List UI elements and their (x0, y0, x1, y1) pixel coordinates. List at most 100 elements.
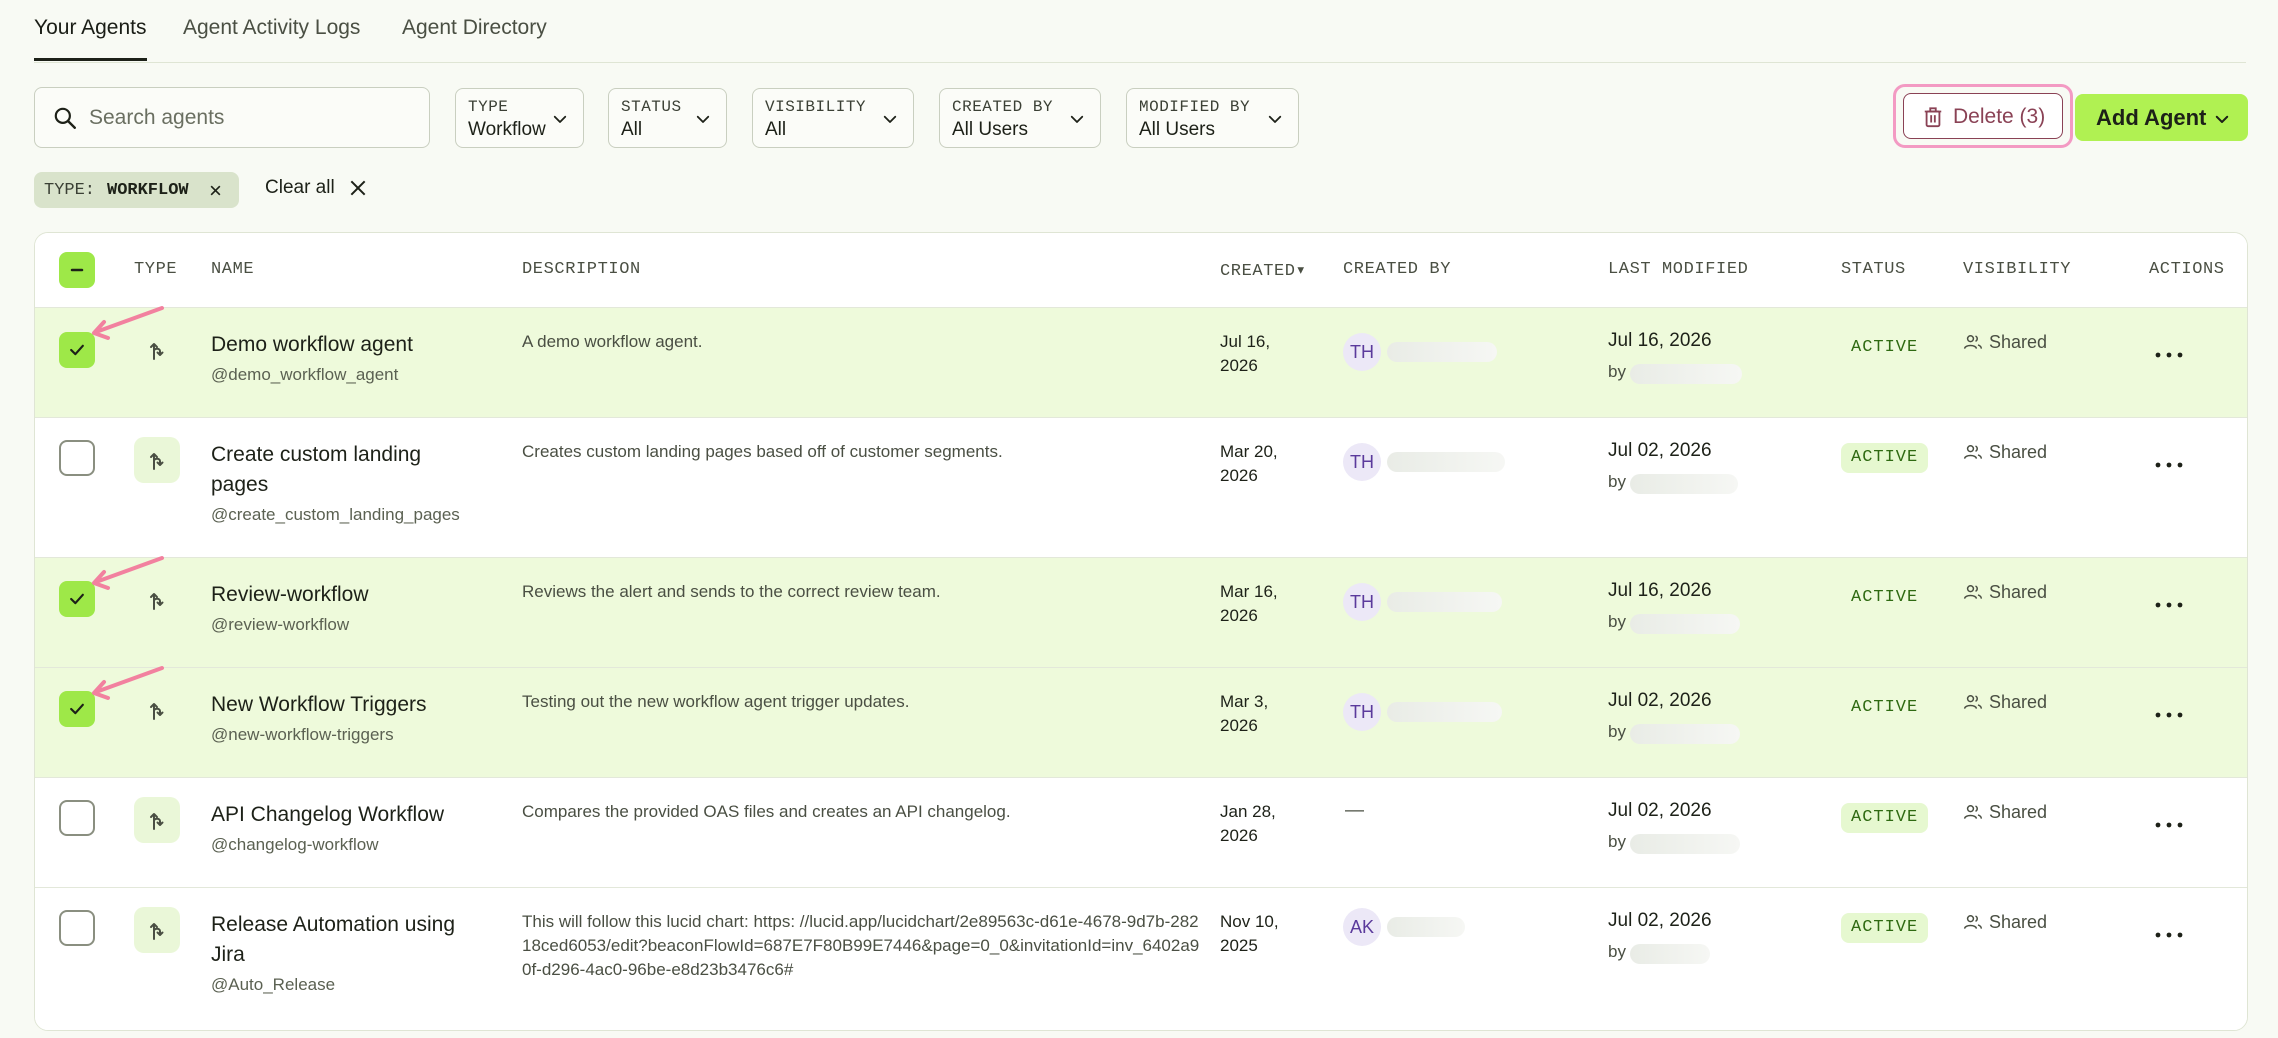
clear-all-label: Clear all (265, 177, 335, 198)
table-row[interactable]: API Changelog Workflow @changelog-workfl… (35, 778, 2247, 888)
status-badge: ACTIVE (1841, 803, 1929, 833)
modified-by: by (1608, 472, 1626, 491)
row-actions-menu[interactable] (2149, 920, 2189, 950)
row-actions-menu[interactable] (2149, 700, 2189, 730)
filter-value: Workflow (468, 119, 546, 140)
row-actions-menu[interactable] (2149, 810, 2189, 840)
column-header-created[interactable]: CREATED▾ (1220, 260, 1306, 281)
more-horizontal-icon (2155, 602, 2183, 608)
created-date: Mar 20, 2026 (1220, 442, 1278, 485)
table-row[interactable]: New Workflow Triggers @new-workflow-trig… (35, 668, 2247, 778)
visibility-label: Shared (1989, 691, 2048, 712)
agent-name[interactable]: Demo workflow agent (211, 333, 413, 356)
last-modified-date: Jul 02, 2026 (1608, 690, 1712, 711)
column-header-created-by[interactable]: CREATED BY (1343, 260, 1452, 279)
tab-agent-activity-logs[interactable]: Agent Activity Logs (183, 16, 361, 39)
row-actions-menu[interactable] (2149, 590, 2189, 620)
delete-button-label: Delete (3) (1953, 105, 2046, 128)
column-header-last-modified[interactable]: LAST MODIFIED (1608, 260, 1749, 279)
redacted-creator-name (1387, 592, 1502, 612)
avatar: TH (1343, 443, 1381, 481)
modified-by: by (1608, 832, 1626, 851)
delete-button-highlight: Delete (3) (1893, 84, 2073, 148)
check-icon (70, 344, 84, 356)
tab-agent-directory[interactable]: Agent Directory (402, 16, 547, 39)
clear-all-filters-button[interactable]: Clear all (265, 177, 368, 199)
redacted-creator-name (1387, 452, 1505, 472)
row-checkbox[interactable] (59, 440, 95, 476)
users-icon (1963, 445, 1983, 460)
row-actions-menu[interactable] (2149, 340, 2189, 370)
close-icon[interactable] (209, 184, 222, 197)
redacted-creator-name (1387, 702, 1502, 722)
tab-bar: Your Agents Agent Activity Logs Agent Di… (34, 0, 2246, 63)
agent-name[interactable]: Release Automation using Jira (211, 913, 455, 966)
close-icon (350, 180, 366, 196)
agent-handle: @create_custom_landing_pages (211, 505, 460, 524)
add-agent-button[interactable]: Add Agent (2075, 94, 2248, 141)
column-header-description[interactable]: DESCRIPTION (522, 260, 641, 279)
created-date: Nov 10, 2025 (1220, 912, 1279, 955)
last-modified-date: Jul 02, 2026 (1608, 440, 1712, 461)
redacted-modifier-name (1630, 834, 1740, 854)
agent-description: Compares the provided OAS files and crea… (522, 802, 1011, 821)
created-date: Mar 3, 2026 (1220, 692, 1269, 735)
users-icon (1963, 915, 1983, 930)
no-creator: — (1345, 800, 1364, 821)
active-tab-indicator (34, 58, 147, 61)
last-modified-date: Jul 16, 2026 (1608, 580, 1712, 601)
modified-by-filter-dropdown[interactable]: MODIFIED BY All Users (1126, 88, 1299, 148)
status-filter-dropdown[interactable]: STATUS All (608, 88, 727, 148)
column-header-visibility[interactable]: VISIBILITY (1963, 260, 2072, 279)
search-box[interactable] (34, 87, 430, 148)
workflow-branch-icon (150, 453, 164, 470)
agent-handle: @demo_workflow_agent (211, 365, 399, 384)
row-checkbox[interactable] (59, 581, 95, 617)
workflow-type-badge (134, 907, 180, 953)
agent-name[interactable]: API Changelog Workflow (211, 803, 445, 826)
row-checkbox[interactable] (59, 691, 95, 727)
column-header-created-label: CREATED (1220, 262, 1296, 281)
visibility-filter-dropdown[interactable]: VISIBILITY All (752, 88, 914, 148)
more-horizontal-icon (2155, 352, 2183, 358)
workflow-branch-icon (150, 923, 164, 940)
created-by-filter-dropdown[interactable]: CREATED BY All Users (939, 88, 1101, 148)
status-badge: ACTIVE (1851, 698, 1919, 717)
search-input[interactable] (89, 102, 409, 134)
row-checkbox[interactable] (59, 910, 95, 946)
row-actions-menu[interactable] (2149, 450, 2189, 480)
filter-label: VISIBILITY (765, 98, 867, 116)
minus-icon (70, 268, 84, 272)
row-checkbox[interactable] (59, 800, 95, 836)
column-header-type[interactable]: TYPE (134, 260, 178, 279)
column-header-status[interactable]: STATUS (1841, 260, 1906, 279)
visibility-indicator: Shared (1963, 801, 2047, 823)
table-row[interactable]: Demo workflow agent @demo_workflow_agent… (35, 308, 2247, 418)
modified-by: by (1608, 722, 1626, 741)
type-filter-dropdown[interactable]: TYPE Workflow (455, 88, 584, 148)
agent-description: A demo workflow agent. (522, 332, 703, 351)
agent-name[interactable]: New Workflow Triggers (211, 693, 427, 716)
row-checkbox[interactable] (59, 332, 95, 368)
table-row[interactable]: Review-workflow @review-workflow Reviews… (35, 558, 2247, 668)
workflow-type-badge (134, 797, 180, 843)
agent-name[interactable]: Review-workflow (211, 583, 369, 606)
visibility-indicator: Shared (1963, 581, 2047, 603)
tab-your-agents[interactable]: Your Agents (34, 16, 147, 39)
filter-label: MODIFIED BY (1139, 98, 1251, 116)
visibility-label: Shared (1989, 911, 2048, 932)
search-icon (54, 107, 76, 129)
redacted-modifier-name (1630, 724, 1740, 744)
visibility-label: Shared (1989, 801, 2048, 822)
agent-name[interactable]: Create custom landing pages (211, 443, 422, 496)
chevron-down-icon[interactable] (2213, 110, 2231, 128)
delete-selected-button[interactable]: Delete (3) (1903, 93, 2063, 139)
select-all-checkbox[interactable] (59, 252, 95, 288)
filter-value: All (621, 119, 643, 140)
table-row[interactable]: Release Automation using Jira @Auto_Rele… (35, 888, 2247, 1030)
workflow-branch-icon (150, 813, 164, 830)
column-header-name[interactable]: NAME (211, 260, 255, 279)
filter-chip-type[interactable]: TYPE: WORKFLOW (34, 172, 239, 208)
table-row[interactable]: Create custom landing pages @create_cust… (35, 418, 2247, 558)
filter-label: CREATED BY (952, 98, 1054, 116)
